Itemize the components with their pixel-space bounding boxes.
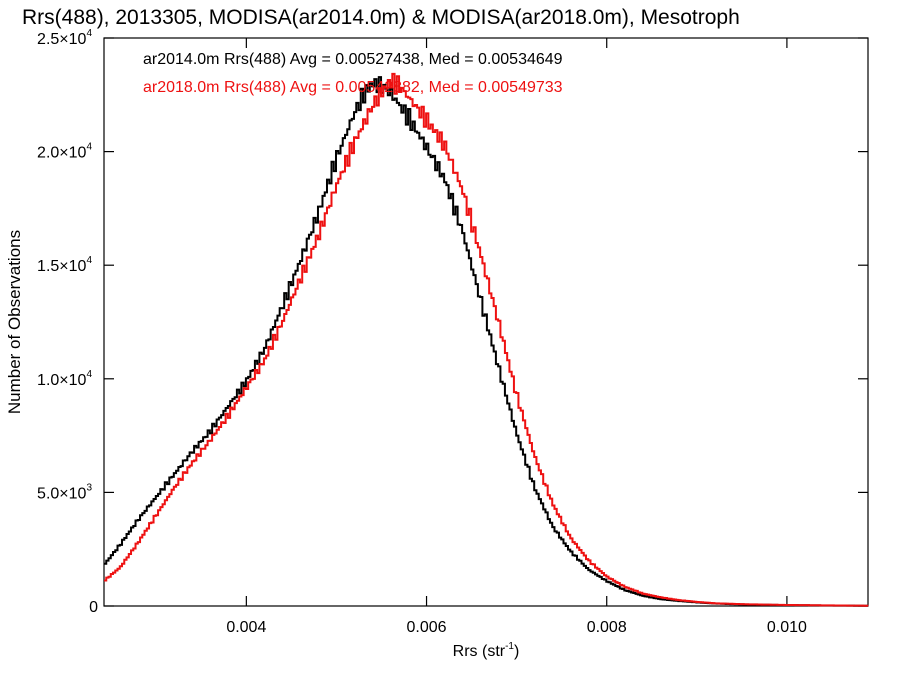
series-line-ar2014.0m	[104, 76, 869, 607]
x-axis-label: Rrs (str-1)	[453, 641, 520, 660]
y-tick-exponent: 4	[86, 255, 92, 266]
x-tick-label: 0.004	[226, 619, 266, 636]
plot-frame	[103, 37, 869, 607]
y-tick-exponent: 4	[86, 142, 92, 153]
x-axis-label-tail: )	[514, 643, 519, 660]
y-tick-exponent: 4	[86, 369, 92, 380]
y-tick-label: 2.0×104	[37, 142, 92, 162]
y-axis-label: Number of Observations	[5, 230, 24, 414]
y-tick-exponent: 3	[86, 482, 92, 493]
x-tick-label: 0.010	[767, 619, 807, 636]
y-tick-label: 5.0×103	[37, 482, 92, 502]
x-axis-label-exponent: -1	[505, 641, 514, 652]
y-tick-mantissa: 1.0×10	[37, 372, 86, 389]
legend-entry-ar2018: ar2018.0m Rrs(488) Avg = 0.00542882, Med…	[143, 79, 563, 96]
y-tick-mantissa: 2.5×10	[37, 31, 86, 48]
chart-title: Rrs(488), 2013305, MODISA(ar2014.0m) & M…	[22, 6, 740, 29]
series-line-ar2018.0m	[104, 72, 869, 607]
y-tick-label: 1.0×104	[37, 369, 92, 389]
x-axis-label-base: Rrs (str	[453, 643, 506, 660]
y-tick-mantissa: 2.0×10	[37, 145, 86, 162]
legend-entry-ar2014: ar2014.0m Rrs(488) Avg = 0.00527438, Med…	[143, 51, 563, 68]
y-tick-mantissa: 1.5×10	[37, 258, 86, 275]
y-tick-label: 1.5×104	[37, 255, 92, 275]
x-tick-label: 0.008	[587, 619, 627, 636]
y-tick-exponent: 4	[86, 28, 92, 39]
series-layer	[104, 72, 869, 607]
y-tick-mantissa: 5.0×10	[37, 485, 86, 502]
x-tick-label: 0.006	[407, 619, 447, 636]
x-axis-ticks: 0.004 0.006 0.008 0.010	[226, 38, 807, 636]
y-tick-label: 2.5×104	[37, 28, 92, 48]
y-tick-label: 0	[89, 599, 98, 616]
